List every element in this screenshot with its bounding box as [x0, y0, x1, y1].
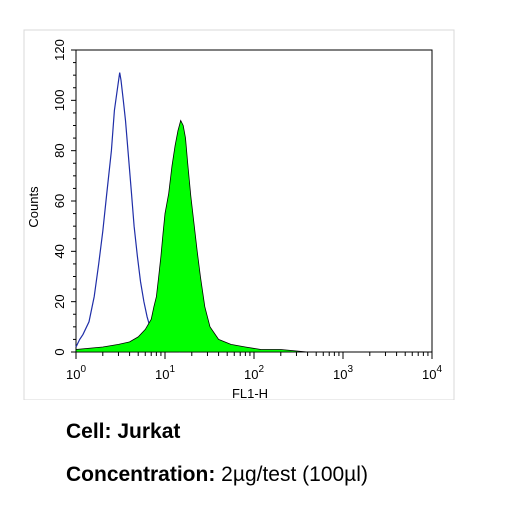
y-tick-label: 80 [52, 143, 67, 157]
y-tick-label: 60 [52, 194, 67, 208]
y-tick-label: 100 [52, 89, 67, 111]
x-tick-base: 10 [422, 367, 436, 382]
y-axis: 0 20 40 60 80 100 120 [52, 39, 76, 356]
series-filled-histogram [75, 119, 308, 353]
x-axis-label: FL1-H [232, 386, 268, 400]
x-tick-base: 10 [155, 367, 169, 382]
x-tick-label: 102 [244, 364, 264, 382]
x-tick-exponent: 3 [347, 364, 353, 375]
x-tick-label: 104 [422, 364, 442, 382]
x-tick-base: 10 [333, 367, 347, 382]
x-tick-label: 103 [333, 364, 353, 382]
concentration-value: 2µg/test (100µl) [221, 463, 368, 486]
y-tick-label: 120 [52, 39, 67, 61]
x-tick-exponent: 0 [80, 364, 86, 375]
x-axis: 100 101 102 103 104 [66, 352, 442, 382]
y-axis-label: Counts [26, 186, 41, 228]
x-tick-exponent: 1 [169, 364, 175, 375]
x-tick-label: 100 [66, 364, 86, 382]
y-tick-label: 20 [52, 294, 67, 308]
x-tick-exponent: 4 [436, 364, 442, 375]
plot-area [23, 29, 455, 400]
cell-value: Jurkat [117, 420, 181, 443]
figure-frame [23, 29, 455, 400]
concentration-caption: Concentration: 2µg/test (100µl) [66, 463, 368, 487]
concentration-label: Concentration: [66, 463, 216, 486]
cell-label: Cell: [66, 420, 112, 443]
plot-frame [75, 49, 433, 353]
x-tick-label: 101 [155, 364, 175, 382]
cell-caption: Cell: Jurkat [66, 420, 180, 444]
x-tick-exponent: 2 [258, 364, 264, 375]
x-tick-base: 10 [66, 367, 80, 382]
x-tick-base: 10 [244, 367, 258, 382]
y-tick-label: 40 [52, 244, 67, 258]
y-tick-label: 0 [52, 348, 67, 355]
